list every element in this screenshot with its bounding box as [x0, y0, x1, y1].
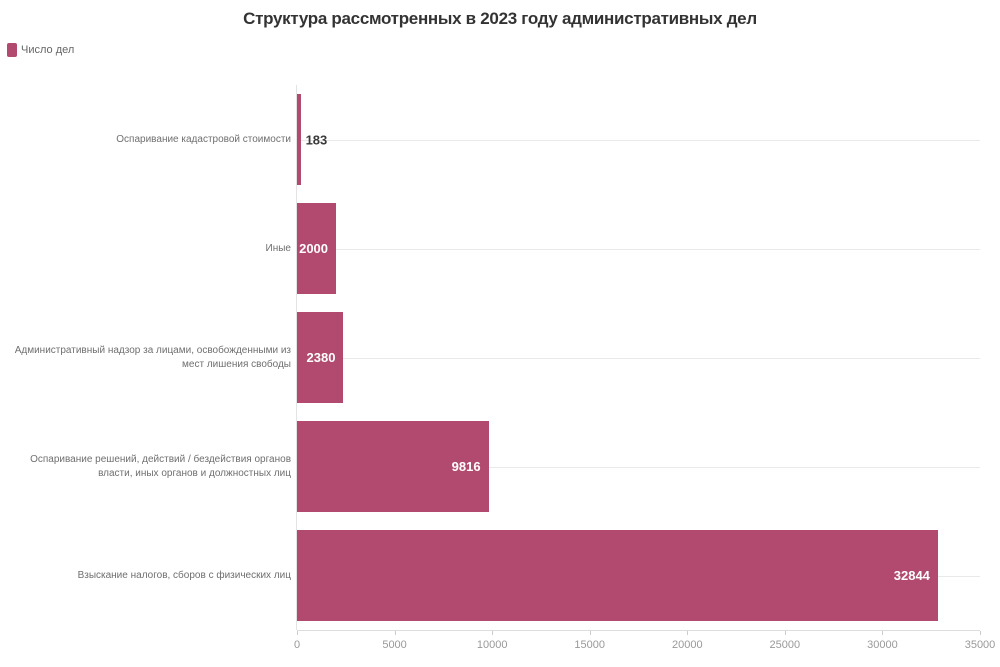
x-tick-label: 30000 [867, 639, 898, 651]
x-tick-label: 25000 [769, 639, 801, 651]
bar-row: Взыскание налогов, сборов с физических л… [0, 521, 1000, 630]
gridline [297, 357, 980, 359]
category-plot-cell: 2380 [296, 303, 980, 412]
category-plot-cell: 183 [296, 85, 980, 194]
value-label: 183 [305, 132, 328, 147]
legend: Число дел [7, 43, 74, 57]
value-label: 32844 [893, 568, 930, 583]
bar: 9816 [297, 421, 489, 512]
plot-area: Оспаривание кадастровой стоимости 183 Иные… [0, 85, 1000, 630]
x-tick [882, 631, 884, 635]
value-label: 2380 [306, 350, 336, 365]
category-plot-cell: 32844 [296, 521, 980, 630]
x-tick [687, 631, 689, 635]
x-tick-label: 20000 [671, 639, 703, 651]
x-tick [297, 631, 298, 635]
category-label: Взыскание налогов, сборов с физических л… [77, 569, 291, 581]
x-tick-label: 0 [293, 639, 301, 651]
bar [297, 94, 301, 185]
x-axis: 0 5000 10000 15000 20000 25000 30000 35000 [293, 630, 995, 660]
category-plot-cell: 9816 [296, 412, 980, 521]
x-tick-label: 15000 [574, 639, 605, 651]
gridline [297, 248, 980, 250]
bar: 32844 [297, 530, 938, 621]
x-tick [589, 631, 591, 635]
x-tick [492, 631, 494, 635]
bar-row: Административный надзор за лицами, освоб… [0, 303, 1000, 412]
x-tick [980, 631, 981, 635]
chart-title: Структура рассмотренных в 2023 году адми… [243, 9, 757, 28]
bar-row: Иные 2000 [0, 194, 1000, 303]
x-tick-label: 10000 [476, 639, 508, 651]
gridline [297, 466, 980, 468]
x-tick-label: 35000 [964, 639, 996, 651]
x-tick-label: 5000 [382, 639, 407, 651]
bar: 2380 [297, 312, 344, 403]
legend-label: Число дел [21, 44, 75, 56]
category-plot-cell: 2000 [296, 194, 980, 303]
bar-row: Оспаривание кадастровой стоимости 183 [0, 85, 1000, 194]
category-label: Административный надзор за лицами, освоб… [14, 344, 291, 370]
value-label: 2000 [299, 241, 329, 256]
x-tick [784, 631, 786, 635]
gridline [297, 139, 980, 141]
bar-row: Оспаривание решений, действий / бездейст… [0, 412, 1000, 521]
category-label: Оспаривание кадастровой стоимости [116, 133, 291, 145]
category-label: Оспаривание решений, действий / бездейст… [30, 453, 291, 479]
bar: 2000 [297, 203, 337, 294]
legend-swatch [7, 43, 17, 57]
value-label: 9816 [451, 459, 481, 474]
category-label: Иные [265, 242, 291, 254]
x-tick [394, 631, 396, 635]
